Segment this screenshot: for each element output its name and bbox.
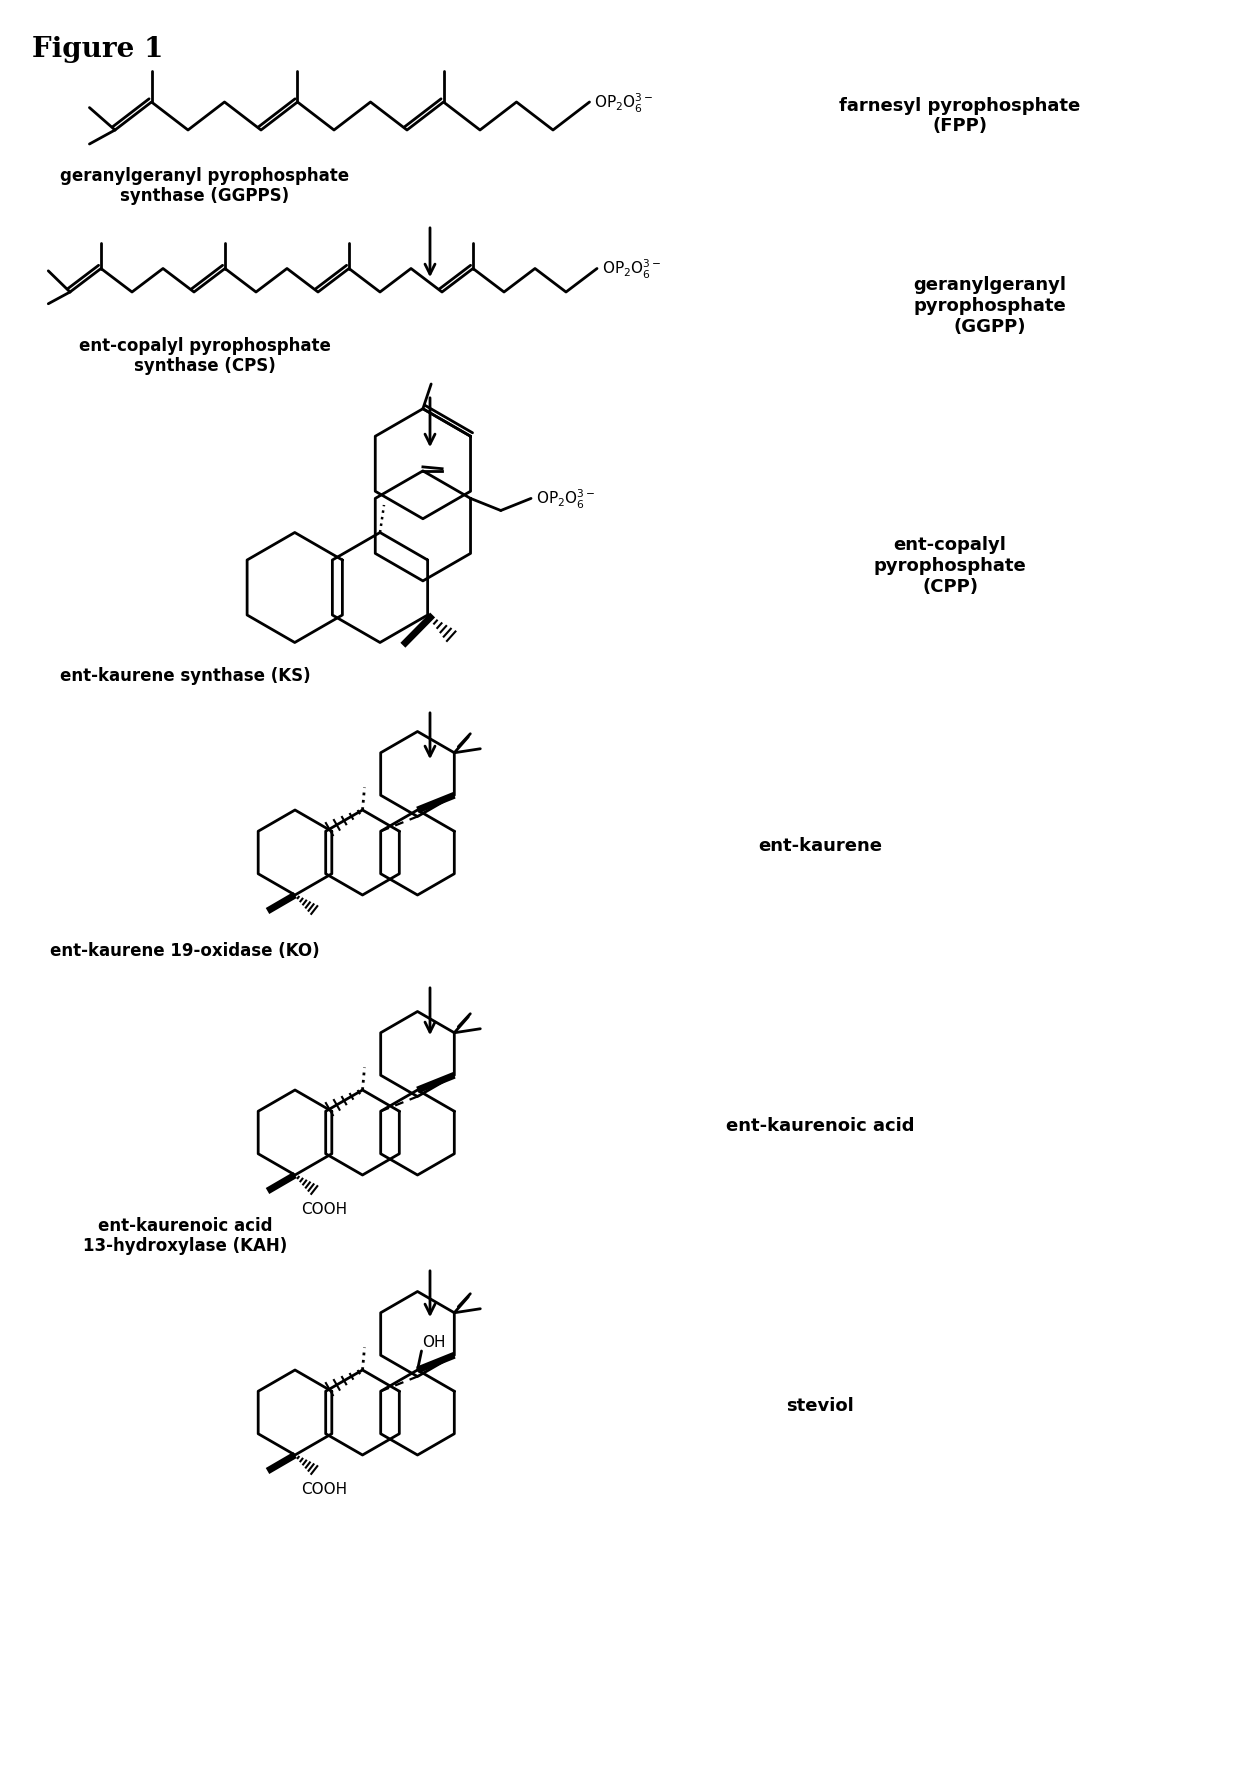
- Text: geranylgeranyl
pyrophosphate
(GGPP): geranylgeranyl pyrophosphate (GGPP): [914, 276, 1066, 336]
- Text: ent-copalyl pyrophosphate
synthase (CPS): ent-copalyl pyrophosphate synthase (CPS): [79, 336, 331, 376]
- Text: geranylgeranyl pyrophosphate
synthase (GGPPS): geranylgeranyl pyrophosphate synthase (G…: [61, 167, 350, 205]
- Text: $\mathrm{OP_2O_6^{3-}}$: $\mathrm{OP_2O_6^{3-}}$: [536, 488, 595, 511]
- Text: $\mathrm{OP_2O_6^{3-}}$: $\mathrm{OP_2O_6^{3-}}$: [594, 91, 653, 114]
- Text: $\mathrm{OP_2O_6^{3-}}$: $\mathrm{OP_2O_6^{3-}}$: [601, 258, 661, 281]
- Text: ent-kaurene 19-oxidase (KO): ent-kaurene 19-oxidase (KO): [50, 942, 320, 959]
- Text: ent-kaurene: ent-kaurene: [758, 837, 882, 854]
- Text: ent-kaurenoic acid: ent-kaurenoic acid: [725, 1116, 914, 1134]
- Text: steviol: steviol: [786, 1396, 854, 1413]
- Text: ent-kaurenoic acid
13-hydroxylase (KAH): ent-kaurenoic acid 13-hydroxylase (KAH): [83, 1216, 288, 1255]
- Text: farnesyl pyrophosphate
(FPP): farnesyl pyrophosphate (FPP): [839, 96, 1080, 135]
- Text: ent-copalyl
pyrophosphate
(CPP): ent-copalyl pyrophosphate (CPP): [874, 536, 1027, 596]
- Text: OH: OH: [423, 1335, 446, 1349]
- Text: COOH: COOH: [301, 1202, 347, 1216]
- Text: ent-kaurene synthase (KS): ent-kaurene synthase (KS): [60, 668, 310, 685]
- Text: Figure 1: Figure 1: [32, 36, 164, 62]
- Text: COOH: COOH: [301, 1481, 347, 1497]
